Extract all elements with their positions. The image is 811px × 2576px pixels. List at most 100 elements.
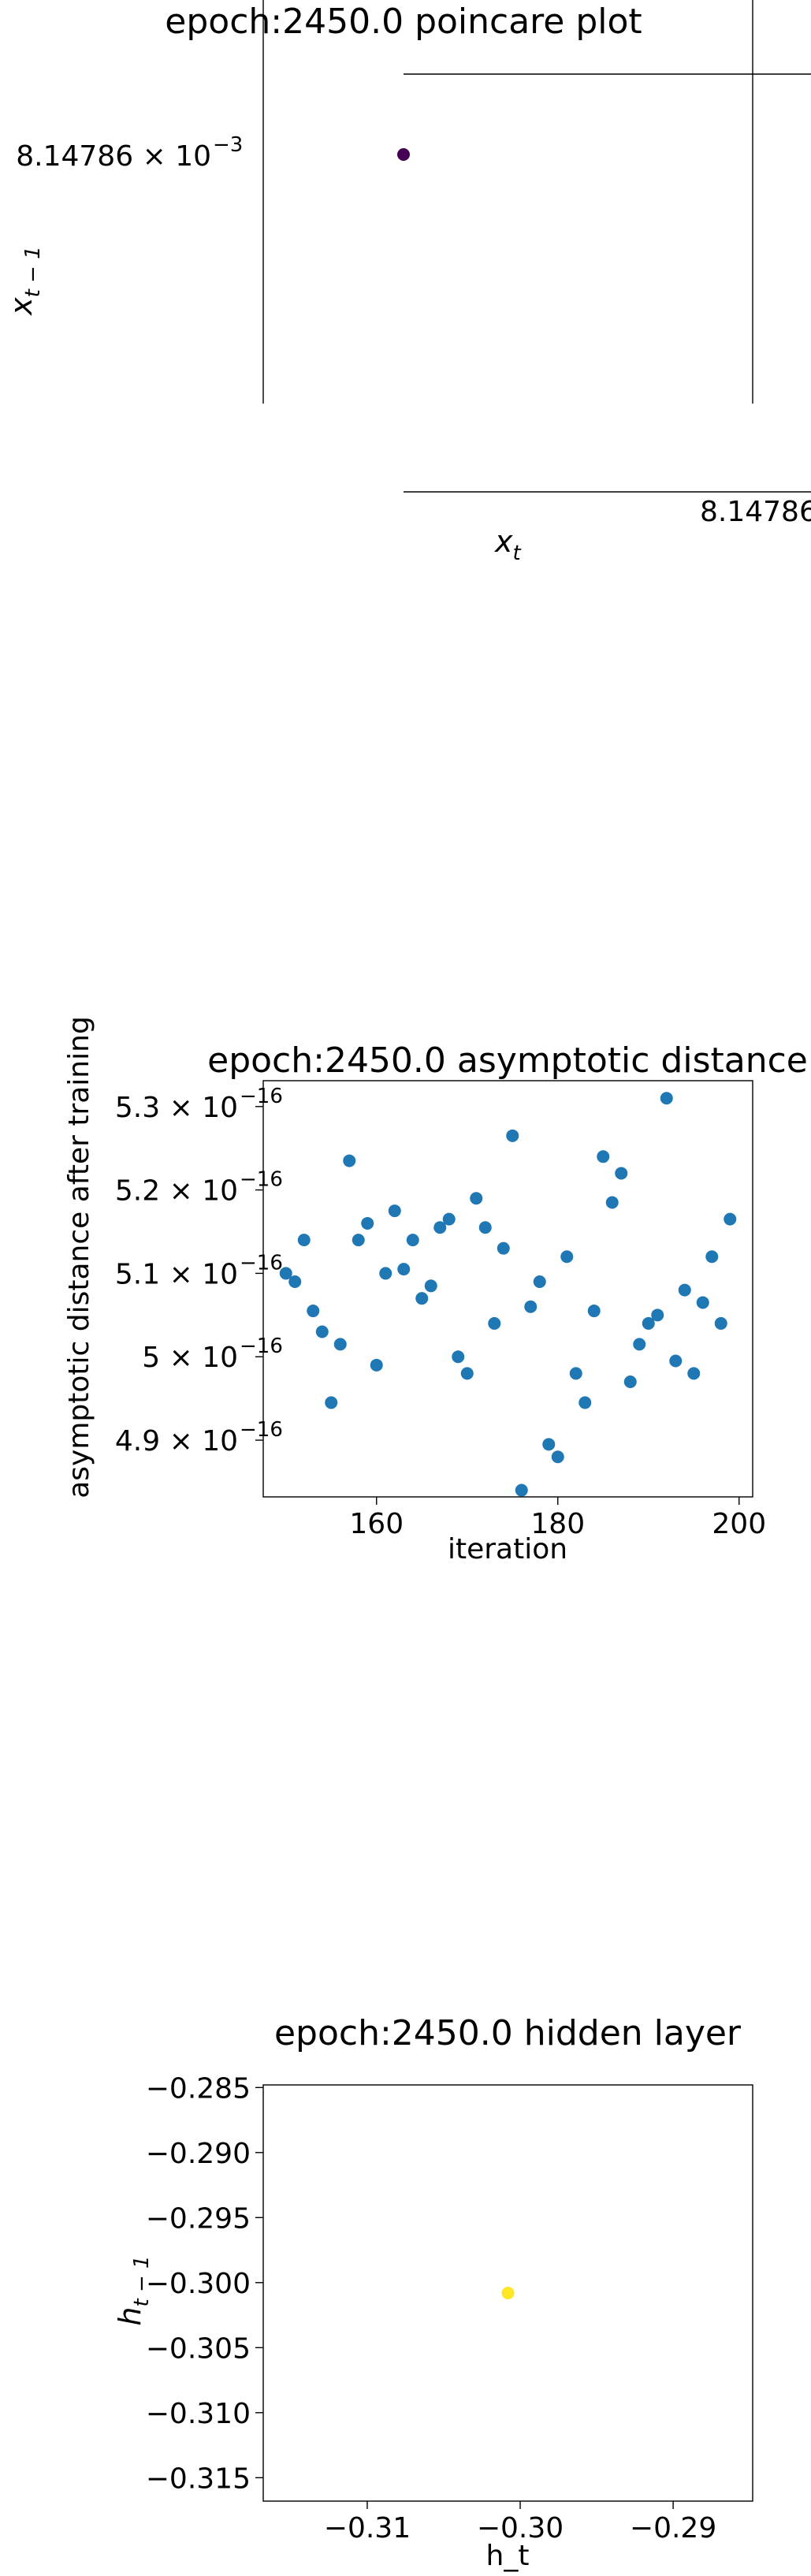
hidden-y-tick-label: −0.295 — [146, 2202, 251, 2235]
hidden-points-group — [501, 2287, 515, 2299]
asymptotic-point — [478, 1221, 492, 1234]
asymptotic-point — [705, 1250, 719, 1264]
asymptotic-point — [388, 1204, 401, 1218]
asymptotic-point — [642, 1316, 655, 1330]
poincare-x-axis-label: xt — [494, 524, 522, 565]
asymptotic-point — [424, 1279, 437, 1293]
poincare-y-tick-mantissa: 8.14786 — [16, 140, 133, 173]
asymptotic-point — [696, 1296, 709, 1309]
asymptotic-point — [433, 1221, 447, 1234]
asymptotic-x-axis-label: iteration — [448, 1533, 567, 1565]
asymptotic-points-group — [279, 1092, 737, 1497]
poincare-title: epoch:2450.0 poincare plot — [165, 2, 642, 42]
asymptotic-y-tick-label: 5.1 × 10 — [115, 1258, 238, 1290]
asymptotic-x-tick-label: 200 — [712, 1508, 766, 1540]
asymptotic-y-tick-exponent: −16 — [240, 1168, 283, 1192]
asymptotic-point — [352, 1234, 365, 1247]
poincare-y-axis-label: xt − 1 — [4, 246, 45, 316]
asymptotic-point — [660, 1092, 673, 1105]
asymptotic-point — [524, 1300, 538, 1313]
asymptotic-point — [560, 1250, 574, 1264]
asymptotic-point — [687, 1367, 701, 1380]
asymptotic-y-tick-exponent: −16 — [240, 1335, 283, 1358]
poincare-y-tick-exponent: −3 — [213, 133, 243, 157]
asymptotic-point — [333, 1338, 347, 1351]
hidden-x-tick-label: −0.30 — [477, 2512, 564, 2544]
asymptotic-point — [623, 1375, 637, 1388]
asymptotic-y-ticks: 4.9 × 10 −165 × 10 −165.1 × 10 −165.2 × 10−… — [115, 1085, 283, 1457]
asymptotic-distance-chart: epoch:2450.0 asymptotic distance 4.9 × 1… — [63, 1016, 808, 1565]
asymptotic-point — [379, 1267, 392, 1280]
asymptotic-point — [569, 1367, 582, 1380]
asymptotic-point — [452, 1350, 465, 1364]
hidden-y-ticks: −0.315 −0.310 −0.305 −0.300 −0.295 −0.290 −0.2… — [146, 2072, 263, 2495]
asymptotic-point — [497, 1241, 510, 1255]
hidden-y-axis-label: ht − 1 — [113, 2255, 154, 2325]
svg-text:xt − 1: xt − 1 — [4, 246, 45, 316]
hidden-point — [501, 2287, 515, 2299]
hidden-x-axis-label: h_t — [486, 2540, 530, 2572]
asymptotic-point — [343, 1154, 356, 1167]
hidden-axes-frame — [262, 2084, 753, 2502]
asymptotic-y-tick-label: 4.9 × 10 — [115, 1425, 238, 1457]
asymptotic-x-tick-label: 160 — [349, 1508, 404, 1540]
poincare-y-tick-label: 8.14786 × 10 — [16, 140, 211, 173]
poincare-x-tick-label: 8.14786 — [700, 496, 811, 528]
hidden-x-tick-label: −0.31 — [324, 2512, 411, 2544]
hidden-layer-chart: epoch:2450.0 hidden layer −0.315−0.310−0… — [113, 2013, 753, 2572]
asymptotic-title: epoch:2450.0 asymptotic distance — [207, 1040, 808, 1081]
asymptotic-x-tick-label: 180 — [530, 1508, 585, 1540]
hidden-y-tick-label: −0.285 — [146, 2072, 251, 2105]
hidden-y-tick-label: −0.290 — [146, 2138, 251, 2170]
asymptotic-point — [605, 1196, 619, 1209]
asymptotic-point — [370, 1358, 383, 1372]
hidden-x-tick-label: −0.29 — [630, 2512, 716, 2544]
hidden-title: epoch:2450.0 hidden layer — [274, 2013, 742, 2053]
poincare-points-group — [397, 148, 410, 161]
hidden-y-tick-label: −0.300 — [146, 2268, 251, 2300]
asymptotic-y-axis-label: asymptotic distance after training — [63, 1016, 95, 1498]
asymptotic-point — [587, 1305, 601, 1318]
asymptotic-point — [515, 1483, 528, 1497]
asymptotic-point — [506, 1129, 519, 1142]
asymptotic-point — [488, 1316, 501, 1330]
asymptotic-point — [678, 1283, 691, 1297]
asymptotic-point — [651, 1308, 664, 1322]
asymptotic-y-tick-label: 5.2 × 10 — [115, 1175, 238, 1208]
asymptotic-y-tick-exponent: −16 — [240, 1418, 283, 1442]
asymptotic-y-tick-exponent: −16 — [240, 1251, 283, 1275]
asymptotic-point — [533, 1275, 546, 1289]
poincare-plot: epoch:2450.0 poincare plot 8.14786 × 10 … — [4, 0, 811, 565]
asymptotic-point — [669, 1354, 683, 1368]
asymptotic-point — [633, 1338, 646, 1351]
asymptotic-point — [397, 1263, 411, 1276]
asymptotic-point — [297, 1234, 311, 1247]
asymptotic-point — [615, 1167, 628, 1180]
svg-text:ht − 1: ht − 1 — [113, 2255, 154, 2325]
asymptotic-x-ticks: 160 180 200 — [349, 1497, 766, 1540]
asymptotic-point — [551, 1450, 564, 1464]
hidden-x-ticks: −0.31 −0.30 −0.29 — [324, 2501, 716, 2544]
asymptotic-y-tick-label: 5 × 10 — [142, 1342, 238, 1374]
poincare-y-tick-times: × — [133, 140, 175, 173]
asymptotic-point — [470, 1192, 483, 1205]
asymptotic-point — [307, 1305, 320, 1318]
asymptotic-y-tick-exponent: −16 — [240, 1085, 283, 1108]
asymptotic-point — [288, 1275, 302, 1289]
asymptotic-point — [442, 1212, 456, 1226]
asymptotic-point — [578, 1396, 592, 1409]
asymptotic-point — [279, 1267, 292, 1280]
asymptotic-point — [415, 1292, 429, 1305]
asymptotic-point — [714, 1316, 727, 1330]
asymptotic-point — [542, 1438, 556, 1451]
asymptotic-y-tick-label: 5.3 × 10 — [115, 1092, 238, 1124]
poincare-point — [397, 148, 410, 161]
hidden-y-tick-label: −0.315 — [146, 2462, 251, 2495]
asymptotic-point — [724, 1212, 737, 1226]
asymptotic-point — [406, 1234, 419, 1247]
hidden-y-tick-label: −0.305 — [146, 2332, 251, 2365]
asymptotic-point — [361, 1216, 374, 1230]
asymptotic-axes-frame — [262, 1080, 753, 1498]
hidden-y-tick-label: −0.310 — [146, 2398, 251, 2430]
